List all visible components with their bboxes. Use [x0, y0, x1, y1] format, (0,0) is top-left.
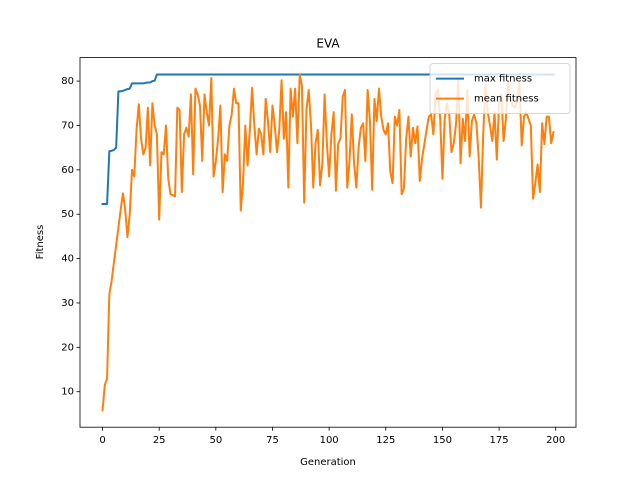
- x-tick-label: 150: [433, 435, 452, 446]
- y-tick-label: 10: [61, 387, 74, 398]
- x-tick-label: 25: [153, 435, 166, 446]
- y-tick-label: 50: [61, 209, 74, 220]
- y-tick-label: 80: [61, 76, 74, 87]
- y-tick-label: 70: [61, 120, 74, 131]
- x-tick-label: 125: [376, 435, 395, 446]
- chart-title: EVA: [316, 37, 340, 51]
- y-tick-label: 30: [61, 298, 74, 309]
- x-tick-label: 200: [546, 435, 565, 446]
- legend-label: max fitness: [474, 74, 532, 85]
- x-tick-label: 50: [209, 435, 222, 446]
- x-tick-label: 0: [99, 435, 105, 446]
- y-axis-label: Fitness: [35, 225, 46, 260]
- y-tick-label: 40: [61, 254, 74, 265]
- x-tick-label: 75: [266, 435, 279, 446]
- y-tick-label: 20: [61, 342, 74, 353]
- x-axis-label: Generation: [300, 457, 356, 468]
- legend-label: mean fitness: [474, 94, 539, 105]
- plot-frame: [79, 57, 577, 428]
- x-tick-label: 100: [320, 435, 339, 446]
- y-tick-label: 60: [61, 165, 74, 176]
- line: [101, 73, 555, 412]
- legend-box: [429, 63, 571, 114]
- x-tick-label: 175: [490, 435, 509, 446]
